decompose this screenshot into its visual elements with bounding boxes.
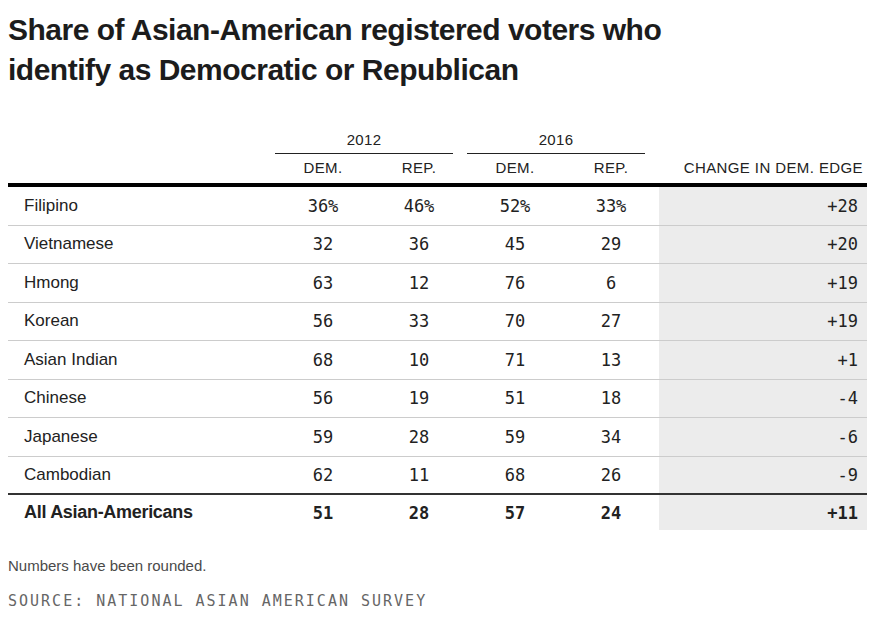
cell-dem-2016: 59 xyxy=(467,418,563,456)
year-label-2016: 2016 xyxy=(467,131,645,154)
table-row-hmong: Hmong 63 12 76 6 +19 xyxy=(8,264,867,303)
year-group-2016: 2016 xyxy=(467,131,659,154)
cell-rep-2012: 19 xyxy=(371,380,467,418)
row-label: Vietnamese xyxy=(8,226,275,264)
cell-rep-2012: 33 xyxy=(371,303,467,341)
cell-rep-2016: 18 xyxy=(563,380,659,418)
cell-rep-2016: 13 xyxy=(563,341,659,379)
cell-dem-2012: 59 xyxy=(275,418,371,456)
table-row-cambodian: Cambodian 62 11 68 26 -9 xyxy=(8,457,867,496)
cell-dem-2012: 63 xyxy=(275,264,371,302)
page-title-line-1: Share of Asian-American registered voter… xyxy=(8,13,661,46)
row-label: Japanese xyxy=(8,418,275,456)
year-label-2012: 2012 xyxy=(275,131,453,154)
cell-rep-2012: 12 xyxy=(371,264,467,302)
cell-change-in-dem-edge: +19 xyxy=(659,303,867,341)
row-label: Asian Indian xyxy=(8,341,275,379)
column-header-rep-2016: REP. xyxy=(563,159,659,183)
cell-rep-2016: 27 xyxy=(563,303,659,341)
cell-dem-2012: 56 xyxy=(275,380,371,418)
page-title-line-2: identify as Democratic or Republican xyxy=(8,53,518,86)
cell-dem-2016: 68 xyxy=(467,457,563,494)
row-label: Korean xyxy=(8,303,275,341)
column-header-group xyxy=(8,176,275,183)
table-row-vietnamese: Vietnamese 32 36 45 29 +20 xyxy=(8,226,867,265)
cell-change-in-dem-edge: -9 xyxy=(659,457,867,494)
cell-dem-2012: 56 xyxy=(275,303,371,341)
cell-dem-2012: 51 xyxy=(275,495,371,530)
cell-dem-2016: 51 xyxy=(467,380,563,418)
column-header-dem-2016: DEM. xyxy=(467,159,563,183)
cell-rep-2016: 29 xyxy=(563,226,659,264)
table-row-japanese: Japanese 59 28 59 34 -6 xyxy=(8,418,867,457)
cell-rep-2012: 11 xyxy=(371,457,467,494)
column-header-change-in-dem-edge: CHANGE IN DEM. EDGE xyxy=(659,159,867,183)
cell-change-in-dem-edge: +11 xyxy=(659,495,867,530)
cell-dem-2016: 70 xyxy=(467,303,563,341)
cell-dem-2012: 62 xyxy=(275,457,371,494)
page-title: Share of Asian-American registered voter… xyxy=(8,10,871,90)
cell-rep-2012: 46% xyxy=(371,187,467,225)
table-row-korean: Korean 56 33 70 27 +19 xyxy=(8,303,867,342)
cell-change-in-dem-edge: +1 xyxy=(659,341,867,379)
cell-rep-2012: 28 xyxy=(371,418,467,456)
table-row-all-asian-americans: All Asian-Americans 51 28 57 24 +11 xyxy=(8,495,867,530)
source-line: SOURCE: NATIONAL ASIAN AMERICAN SURVEY xyxy=(8,592,871,610)
cell-dem-2016: 57 xyxy=(467,495,563,530)
row-label: Cambodian xyxy=(8,457,275,494)
page: Share of Asian-American registered voter… xyxy=(0,10,879,630)
row-label: Filipino xyxy=(8,187,275,225)
row-label: Hmong xyxy=(8,264,275,302)
cell-dem-2016: 71 xyxy=(467,341,563,379)
cell-change-in-dem-edge: -4 xyxy=(659,380,867,418)
year-header-row: 2012 2016 xyxy=(8,125,867,154)
cell-rep-2016: 26 xyxy=(563,457,659,494)
cell-change-in-dem-edge: +19 xyxy=(659,264,867,302)
cell-dem-2016: 45 xyxy=(467,226,563,264)
row-label: All Asian-Americans xyxy=(8,495,275,530)
table-row-filipino: Filipino 36% 46% 52% 33% +28 xyxy=(8,187,867,226)
column-header-row: DEM. REP. DEM. REP. CHANGE IN DEM. EDGE xyxy=(8,154,867,187)
cell-change-in-dem-edge: -6 xyxy=(659,418,867,456)
row-label: Chinese xyxy=(8,380,275,418)
cell-rep-2016: 6 xyxy=(563,264,659,302)
footnote: Numbers have been rounded. xyxy=(8,557,871,574)
cell-dem-2016: 76 xyxy=(467,264,563,302)
cell-change-in-dem-edge: +28 xyxy=(659,187,867,225)
cell-rep-2016: 34 xyxy=(563,418,659,456)
column-header-rep-2012: REP. xyxy=(371,159,467,183)
cell-dem-2012: 68 xyxy=(275,341,371,379)
cell-dem-2012: 36% xyxy=(275,187,371,225)
column-header-dem-2012: DEM. xyxy=(275,159,371,183)
table-row-chinese: Chinese 56 19 51 18 -4 xyxy=(8,380,867,419)
table-row-asian-indian: Asian Indian 68 10 71 13 +1 xyxy=(8,341,867,380)
cell-rep-2012: 10 xyxy=(371,341,467,379)
cell-rep-2012: 28 xyxy=(371,495,467,530)
cell-change-in-dem-edge: +20 xyxy=(659,226,867,264)
cell-rep-2012: 36 xyxy=(371,226,467,264)
party-id-table: 2012 2016 DEM. REP. DEM. REP. CHANGE IN … xyxy=(8,125,867,530)
cell-dem-2012: 32 xyxy=(275,226,371,264)
cell-dem-2016: 52% xyxy=(467,187,563,225)
cell-rep-2016: 24 xyxy=(563,495,659,530)
cell-rep-2016: 33% xyxy=(563,187,659,225)
year-group-2012: 2012 xyxy=(275,131,467,154)
